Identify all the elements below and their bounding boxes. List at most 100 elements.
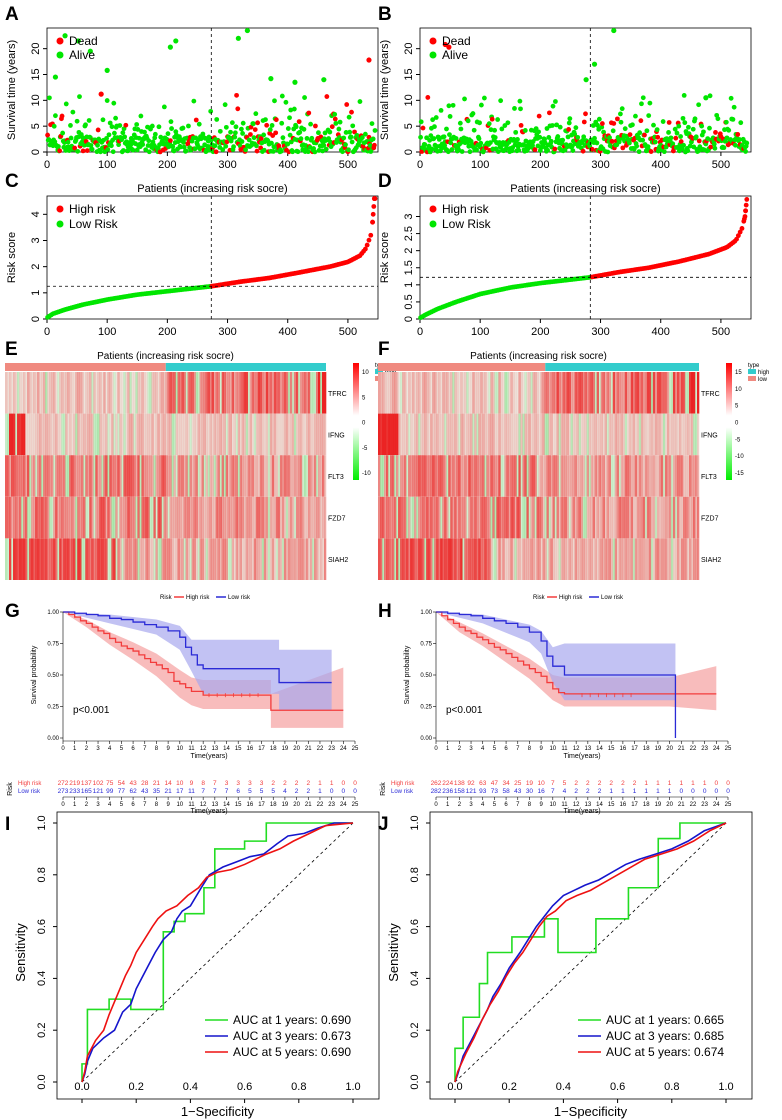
y-tick-label: 0.25 — [47, 705, 59, 711]
alive-point — [372, 128, 378, 133]
heatmap-cell — [63, 372, 66, 414]
heatmap-cell — [468, 413, 471, 456]
heatmap-cell — [75, 538, 78, 580]
dead-point — [642, 132, 647, 138]
alive-point — [165, 131, 171, 137]
heatmap-cell — [73, 538, 76, 580]
alive-point — [346, 147, 351, 153]
heatmap-cell — [143, 372, 146, 414]
dead-point — [489, 116, 495, 122]
heatmap-cell — [670, 538, 674, 580]
heatmap-cell — [125, 455, 128, 497]
heatmap-cell — [598, 455, 601, 497]
heatmap-cell — [404, 413, 407, 456]
heatmap-cell — [648, 538, 652, 580]
heatmap-cell — [73, 496, 76, 539]
heatmap-cell — [177, 455, 180, 497]
heatmap-cell — [554, 372, 557, 414]
heatmap-cell — [63, 538, 66, 580]
heatmap-cell — [147, 496, 150, 539]
heatmap-cell — [488, 372, 491, 414]
heatmap-cell — [149, 413, 152, 456]
heatmap-cell — [171, 413, 174, 456]
heatmap-cell — [305, 496, 309, 539]
heatmap-cell — [530, 413, 533, 456]
alive-point — [47, 95, 52, 101]
dead-point — [666, 120, 672, 125]
dead-point — [655, 134, 661, 140]
x-tick-label: 24 — [340, 746, 347, 752]
alive-point — [447, 132, 452, 138]
y-tick-label: 20 — [30, 43, 42, 55]
heatmap-cell — [57, 496, 60, 539]
risk-x-tick-label: 13 — [211, 802, 218, 808]
alive-point — [181, 140, 187, 145]
heatmap-cell — [476, 455, 479, 497]
risk-x-tick-label: 9 — [539, 802, 543, 808]
heatmap-cell — [9, 496, 12, 539]
x-axis-label: 1−Specificity — [181, 1104, 255, 1119]
dead-point — [599, 121, 605, 126]
risk-x-tick-label: 21 — [305, 802, 312, 808]
heatmap-cell — [658, 372, 662, 414]
heatmap-cell — [197, 496, 200, 539]
dead-point — [329, 124, 335, 130]
heatmap-cell — [602, 455, 606, 497]
alive-point — [106, 132, 112, 138]
alive-point — [239, 139, 245, 144]
x-tick-label: 0 — [61, 746, 65, 752]
risk-count-high: 262 — [431, 780, 442, 787]
heatmap-cell — [380, 455, 383, 497]
alive-point — [233, 124, 239, 130]
heatmap-cell — [217, 413, 220, 456]
risk-count-low: 2 — [598, 788, 602, 795]
alive-point — [637, 130, 643, 136]
chart-title: Patients (increasing risk socre) — [510, 183, 660, 195]
heatmap-cell — [95, 455, 98, 497]
heatmap-cell — [610, 455, 614, 497]
alive-point — [566, 120, 572, 126]
risk-count-low: 165 — [81, 788, 92, 795]
alive-point — [444, 126, 449, 132]
heatmap-cell — [684, 413, 688, 456]
heatmap-cell — [95, 496, 98, 539]
heatmap-cell — [418, 538, 421, 580]
alive-point — [116, 142, 122, 148]
legend-low-marker — [56, 220, 64, 228]
heatmap-cell — [309, 538, 313, 580]
heatmap-cell — [598, 413, 601, 456]
heatmap-cell — [311, 413, 315, 456]
heatmap-cell — [257, 413, 261, 456]
heatmap-cell — [472, 496, 475, 539]
heatmap-cell — [239, 372, 243, 414]
highlight-point — [173, 38, 179, 44]
heatmap-cell — [27, 455, 30, 497]
heatmap-cell — [309, 496, 313, 539]
legend-alive-marker — [56, 51, 64, 59]
heatmap-cell — [257, 538, 261, 580]
heatmap-cell — [9, 538, 12, 580]
x-tick-label: 2 — [85, 746, 89, 752]
heatmap-cell — [213, 372, 216, 414]
heatmap-cell — [45, 455, 48, 497]
heatmap-cell — [386, 455, 389, 497]
heatmap-cell — [101, 455, 104, 497]
y-tick-label: 0.4 — [36, 971, 48, 986]
heatmap-cell — [245, 496, 249, 539]
heatmap-cell — [283, 455, 287, 497]
heatmap-cell — [221, 413, 224, 456]
heatmap-cell — [197, 538, 200, 580]
heatmap-cell — [562, 413, 565, 456]
heatmap-cell — [456, 413, 459, 456]
heatmap-cell — [484, 413, 487, 456]
heatmap-cell — [500, 455, 503, 497]
heatmap-cell — [434, 538, 437, 580]
heatmap-cell — [309, 413, 313, 456]
alive-point — [486, 121, 492, 127]
heatmap-cell — [532, 538, 535, 580]
risk-count-high: 2 — [306, 780, 310, 787]
heatmap-cell — [660, 455, 664, 497]
heatmap-cell — [129, 372, 132, 414]
heatmap-cell — [444, 538, 447, 580]
heatmap-cell — [93, 372, 96, 414]
